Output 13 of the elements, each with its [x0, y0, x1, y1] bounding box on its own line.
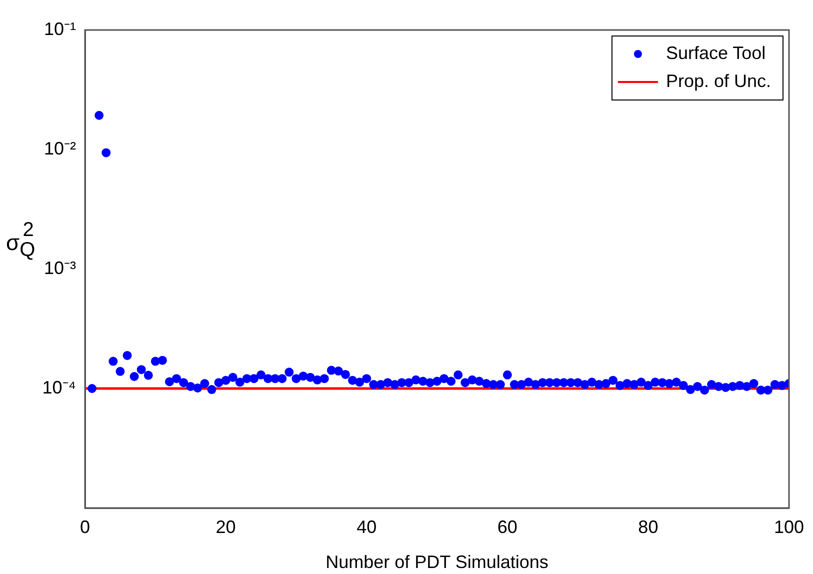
- x-tick-label: 60: [497, 516, 518, 537]
- y-tick-label: 10⁻³: [44, 258, 76, 278]
- x-tick-label: 0: [80, 516, 90, 537]
- y-tick-label: 10⁻⁴: [42, 377, 76, 398]
- x-tick-label: 40: [356, 516, 377, 537]
- legend-label: Surface Tool: [666, 42, 766, 63]
- legend-label: Prop. of Unc.: [666, 70, 771, 91]
- x-axis-title: Number of PDT Simulations: [326, 552, 548, 572]
- x-tick-label: 100: [774, 516, 804, 537]
- x-tick-label: 20: [216, 516, 236, 537]
- x-tick-label: 80: [638, 516, 658, 537]
- y-tick-label: 10⁻¹: [44, 18, 76, 39]
- y-tick-label: 10⁻²: [44, 138, 76, 158]
